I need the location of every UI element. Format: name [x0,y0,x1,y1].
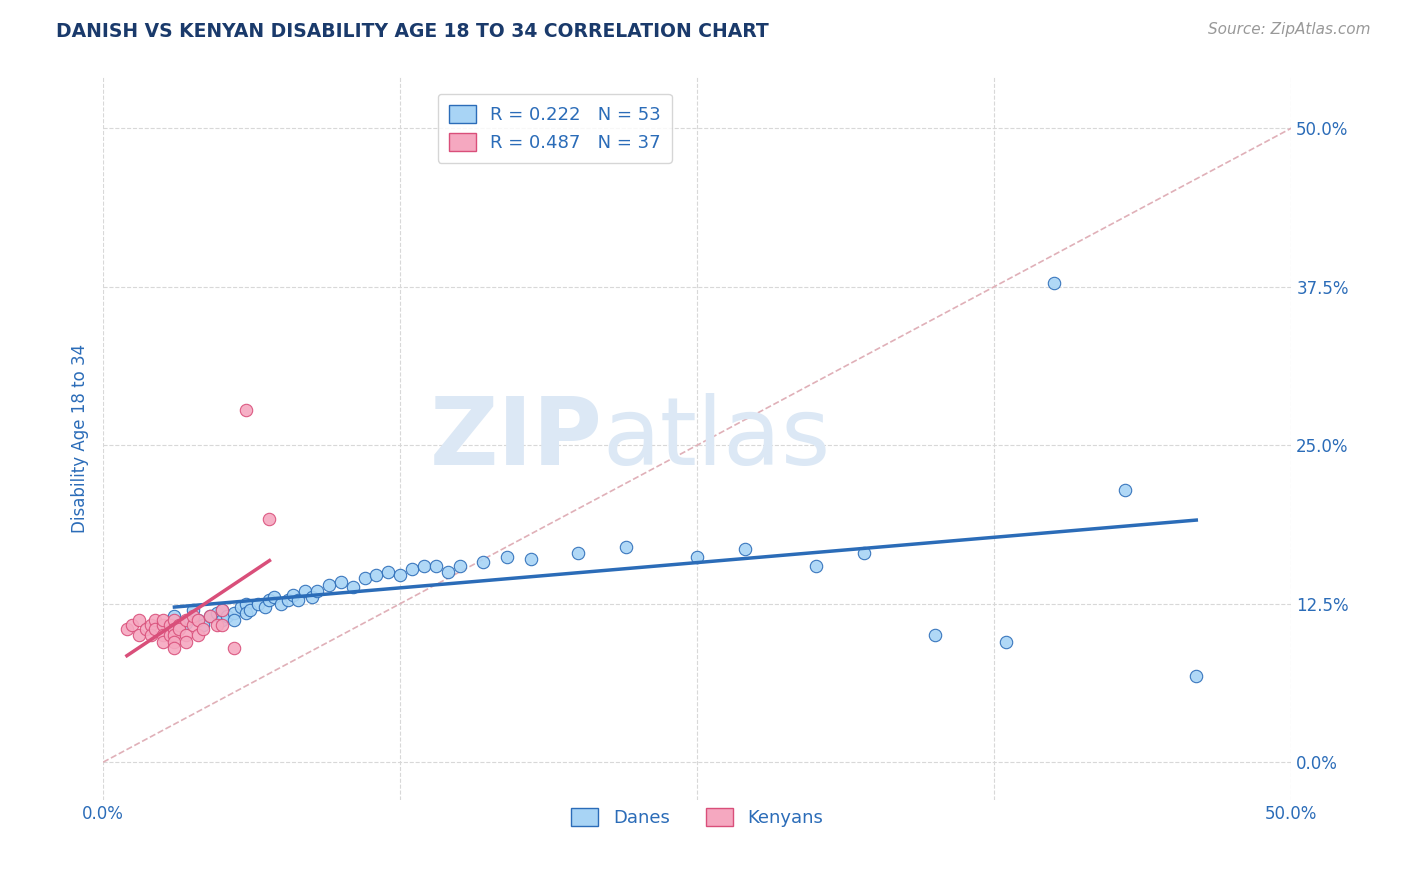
Point [211,603,233,617]
Point [353,571,375,585]
Point [259,512,281,526]
Point [294,584,316,599]
Point [187,613,209,627]
Point [318,577,340,591]
Point [413,558,436,573]
Point [305,584,328,599]
Point [183,609,205,624]
Point [191,618,214,632]
Point [520,552,543,566]
Text: ZIP: ZIP [429,392,602,485]
Point [183,618,205,632]
Point [176,628,198,642]
Point [246,597,269,611]
Point [211,618,233,632]
Point [995,634,1018,648]
Point [734,542,756,557]
Point [211,603,233,617]
Point [1114,483,1136,497]
Point [176,613,198,627]
Point [924,628,946,642]
Point [235,402,257,417]
Point [152,628,174,642]
Text: Source: ZipAtlas.com: Source: ZipAtlas.com [1208,22,1371,37]
Point [167,618,190,632]
Point [804,558,827,573]
Point [176,615,198,630]
Point [342,580,364,594]
Point [163,609,186,624]
Point [222,641,245,656]
Point [389,567,412,582]
Point [329,575,352,590]
Point [163,628,186,642]
Point [235,597,257,611]
Point [222,613,245,627]
Point [283,588,305,602]
Point [277,592,299,607]
Point [449,558,471,573]
Point [191,622,214,636]
Point [377,565,399,579]
Point [205,618,228,632]
Point [163,634,186,648]
Point [235,606,257,620]
Point [198,609,221,624]
Point [145,613,167,627]
Point [215,609,238,624]
Point [163,641,186,656]
Point [163,622,186,636]
Point [852,546,875,560]
Text: atlas: atlas [602,392,831,485]
Point [163,613,186,627]
Point [115,622,138,636]
Point [472,555,495,569]
Point [128,613,150,627]
Point [686,549,709,564]
Point [287,592,309,607]
Point [496,549,519,564]
Point [205,606,228,620]
Point [301,591,323,605]
Point [139,618,162,632]
Point [222,606,245,620]
Point [366,567,388,582]
Point [263,591,285,605]
Point [211,613,233,627]
Point [253,600,276,615]
Point [159,628,181,642]
Point [187,628,209,642]
Point [239,603,262,617]
Point [270,597,292,611]
Point [436,565,458,579]
Point [121,618,143,632]
Point [167,622,190,636]
Point [187,613,209,627]
Point [259,592,281,607]
Point [229,600,252,615]
Legend: Danes, Kenyans: Danes, Kenyans [564,801,831,835]
Point [176,634,198,648]
Point [198,609,221,624]
Point [152,613,174,627]
Point [159,618,181,632]
Y-axis label: Disability Age 18 to 34: Disability Age 18 to 34 [72,344,89,533]
Text: DANISH VS KENYAN DISABILITY AGE 18 TO 34 CORRELATION CHART: DANISH VS KENYAN DISABILITY AGE 18 TO 34… [56,22,769,41]
Point [145,622,167,636]
Point [135,622,157,636]
Point [139,628,162,642]
Point [1185,669,1208,683]
Point [1042,276,1064,290]
Point [614,540,637,554]
Point [128,628,150,642]
Point [152,618,174,632]
Point [152,634,174,648]
Point [567,546,589,560]
Point [425,558,447,573]
Point [401,562,423,576]
Point [183,603,205,617]
